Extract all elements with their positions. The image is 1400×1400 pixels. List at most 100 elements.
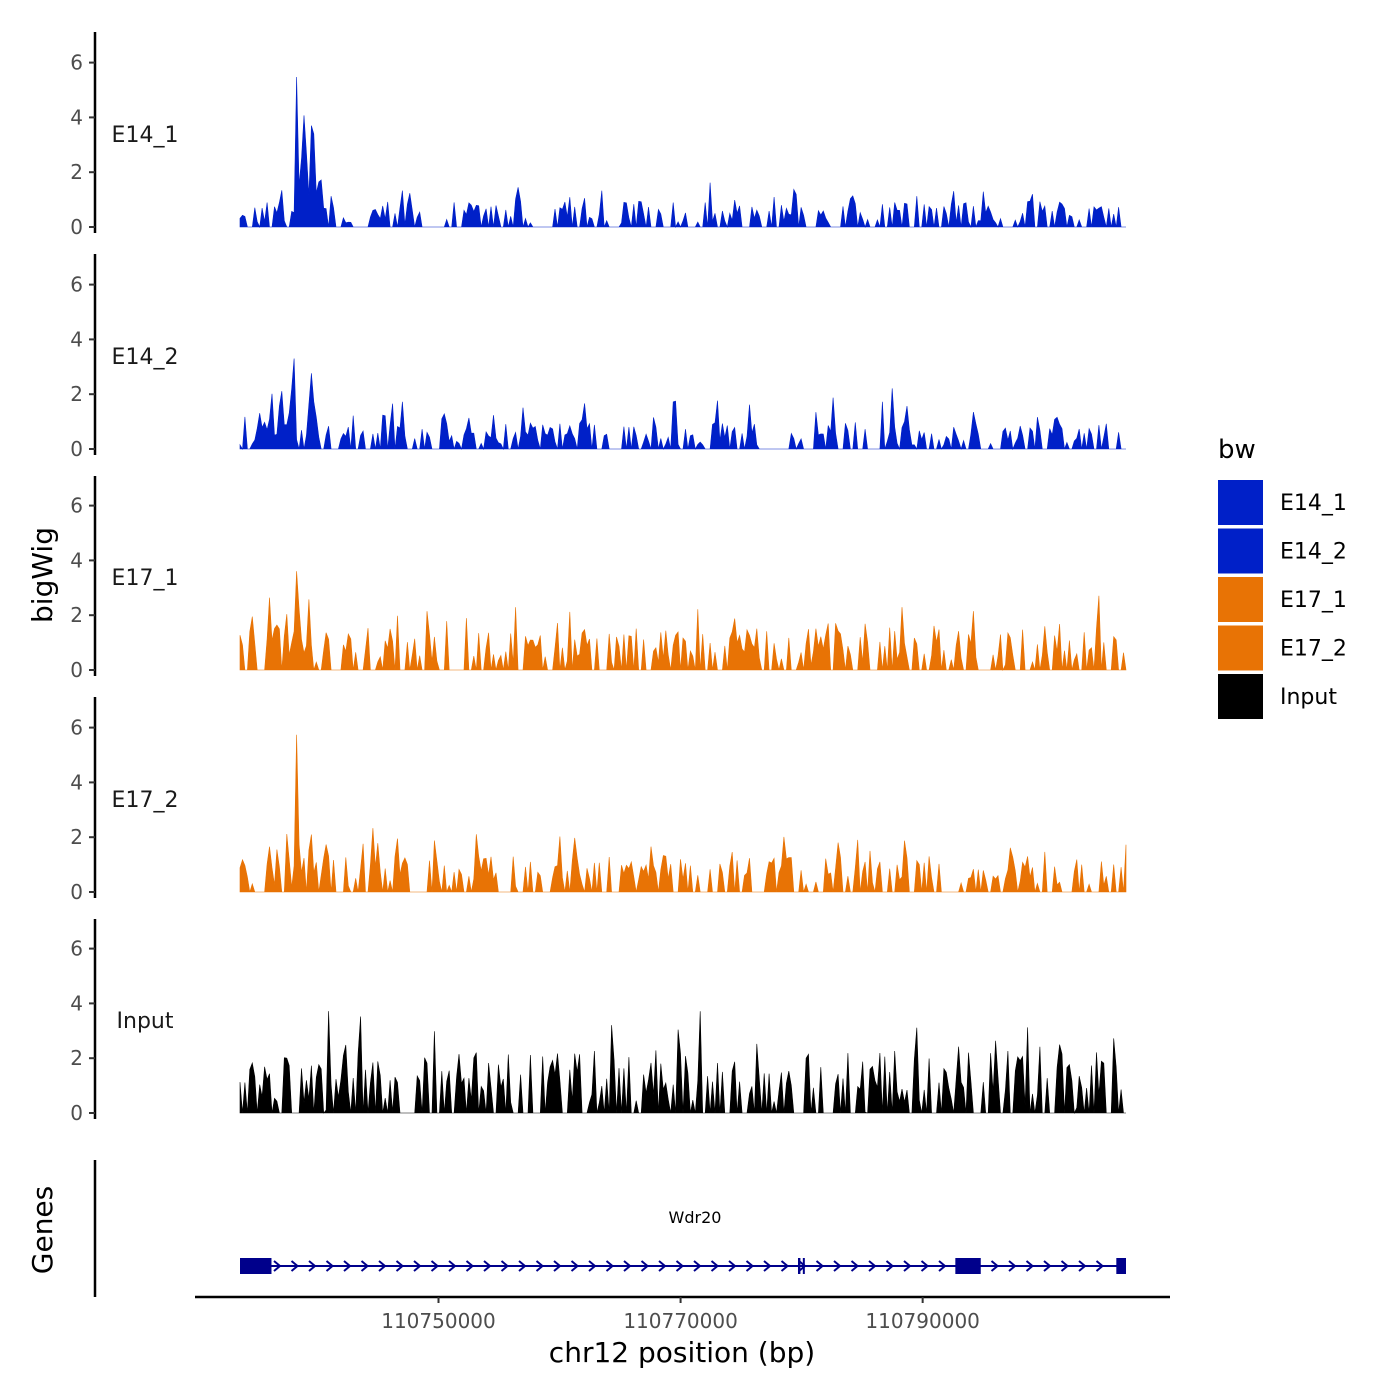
y-tick-label: 6 [70, 51, 83, 75]
gene-exon [955, 1258, 981, 1274]
legend-swatch-e17-2 [1218, 625, 1263, 671]
strand-arrow [395, 1260, 405, 1272]
strand-arrow [693, 1260, 702, 1272]
gene-track-label: Genes [26, 1186, 59, 1274]
track-label: E17_1 [112, 566, 179, 591]
y-tick-label: 2 [70, 160, 83, 184]
gene-exon [802, 1258, 805, 1274]
legend-swatch-input [1218, 674, 1263, 719]
legend-label: E17_2 [1280, 637, 1347, 662]
strand-arrow [605, 1260, 615, 1272]
strand-arrow [535, 1260, 545, 1272]
strand-arrow [1008, 1260, 1017, 1272]
y-tick-label: 4 [70, 327, 83, 351]
strand-arrow [430, 1260, 440, 1272]
strand-arrow [343, 1260, 352, 1272]
strand-arrow [815, 1260, 825, 1272]
strand-arrow [885, 1260, 895, 1272]
strand-arrow [798, 1260, 807, 1272]
strand-arrow [763, 1260, 772, 1272]
y-tick-label: 4 [70, 770, 83, 794]
legend-swatch-e14-1 [1218, 480, 1263, 525]
y-tick-label: 2 [70, 825, 83, 849]
y-tick-label: 2 [70, 382, 83, 406]
signal-tracks: 0 2 4 6 E14_1 0 2 4 6 E14_2 0 2 4 6 E17_1 0 2 4 6 E17_2 0 2 4 6… [70, 32, 1127, 1125]
track-input: 0 2 4 6 Input [70, 919, 1126, 1125]
signal-area-e17-2 [239, 734, 1127, 893]
strand-arrow [1078, 1260, 1087, 1272]
legend-title: bw [1218, 435, 1256, 465]
strand-arrow [273, 1260, 282, 1272]
strand-arrow [325, 1260, 335, 1272]
strand-arrow [483, 1260, 492, 1272]
gene-exon [1116, 1258, 1126, 1274]
y-tick-label: 6 [70, 937, 83, 961]
track-label: Input [117, 1009, 174, 1034]
y-tick-label: 0 [70, 437, 83, 461]
x-axis-title: chr12 position (bp) [549, 1336, 815, 1369]
y-tick-label: 4 [70, 991, 83, 1015]
track-e17-1: 0 2 4 6 E17_1 [70, 476, 1127, 682]
strand-arrow [833, 1260, 842, 1272]
strand-arrow [745, 1260, 755, 1272]
strand-arrow [553, 1260, 562, 1272]
strand-arrow [378, 1260, 387, 1272]
legend: bw E14_1 E14_2 E17_1 E17_2 Input [1218, 435, 1347, 719]
signal-area-input [239, 1011, 1126, 1115]
x-tick-label: 110750000 [381, 1309, 496, 1333]
y-axis-title: bigWig [26, 527, 59, 623]
y-tick-label: 2 [70, 603, 83, 627]
track-label: E17_2 [112, 788, 179, 813]
strand-arrow [500, 1260, 510, 1272]
track-e14-1: 0 2 4 6 E14_1 [70, 32, 1126, 239]
strand-arrow [710, 1260, 720, 1272]
strand-arrow [1095, 1260, 1105, 1272]
gene-exon [797, 1258, 801, 1274]
x-tick-label: 110790000 [865, 1309, 980, 1333]
strand-arrow [360, 1260, 370, 1272]
strand-arrow [290, 1260, 300, 1272]
strand-arrow [920, 1260, 930, 1272]
legend-swatch-e14-2 [1218, 528, 1263, 574]
gene-name-label: Wdr20 [669, 1208, 722, 1227]
y-tick-label: 0 [70, 1101, 83, 1125]
strand-arrow [780, 1260, 790, 1272]
strand-arrow [1060, 1260, 1070, 1272]
legend-label: Input [1280, 685, 1337, 710]
signal-area-e14-1 [239, 76, 1126, 229]
x-axis: 110750000 110770000 110790000 [195, 1295, 1170, 1333]
strand-arrow [308, 1260, 317, 1272]
y-tick-label: 4 [70, 105, 83, 129]
strand-arrow [868, 1260, 877, 1272]
track-e17-2: 0 2 4 6 E17_2 [70, 697, 1127, 904]
legend-label: E17_1 [1280, 588, 1347, 613]
legend-label: E14_2 [1280, 540, 1347, 565]
x-tick-label: 110770000 [623, 1309, 738, 1333]
strand-arrow [518, 1260, 527, 1272]
strand-arrow [448, 1260, 457, 1272]
y-tick-label: 6 [70, 716, 83, 740]
strand-arrow [903, 1260, 912, 1272]
track-e14-2: 0 2 4 6 E14_2 [70, 254, 1126, 461]
strand-arrow [1025, 1260, 1035, 1272]
legend-swatch-e17-1 [1218, 577, 1263, 622]
track-label: E14_1 [112, 123, 179, 148]
strand-arrow [850, 1260, 860, 1272]
strand-arrow [465, 1260, 475, 1272]
y-tick-label: 0 [70, 215, 83, 239]
legend-label: E14_1 [1280, 491, 1347, 516]
strand-arrow [658, 1260, 667, 1272]
gene-exon [240, 1258, 272, 1274]
strand-arrow [728, 1260, 737, 1272]
strand-arrow [623, 1260, 632, 1272]
y-tick-label: 0 [70, 658, 83, 682]
y-tick-label: 2 [70, 1046, 83, 1070]
strand-arrow [570, 1260, 580, 1272]
track-label: E14_2 [112, 345, 179, 370]
gene-track: Genes Wdr20 [26, 1160, 1126, 1297]
y-tick-label: 4 [70, 548, 83, 572]
signal-area-e17-1 [239, 571, 1127, 672]
strand-arrow [588, 1260, 597, 1272]
strand-arrow [1043, 1260, 1052, 1272]
